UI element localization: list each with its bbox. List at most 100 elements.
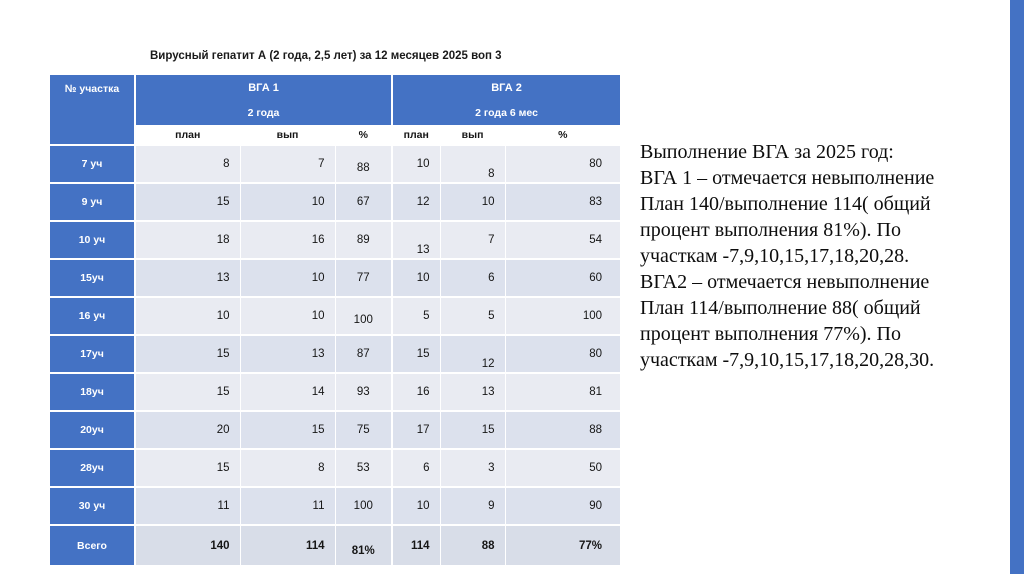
table-row: 10 уч 18 16 89 13 7 54 xyxy=(50,221,621,260)
table-cell: 80 xyxy=(504,335,621,374)
column-header: план xyxy=(391,125,441,146)
annotation-line: ВГА 1 – отмечается невыполнение xyxy=(640,167,935,189)
annotation-text: Выполнение ВГА за 2025 год: ВГА 1 – отмеч… xyxy=(640,139,1020,373)
table-cell: 13 xyxy=(239,335,335,374)
table-cell: 87 xyxy=(334,335,393,374)
table-cell: 15 xyxy=(439,411,506,450)
table-cell: 90 xyxy=(504,487,621,526)
annotation-line: План 114/выполнение 88( общий xyxy=(640,297,921,319)
annotation-line: процент выполнения 77%). По xyxy=(640,323,901,345)
table-cell: 15 xyxy=(134,373,240,412)
table-cell: 114 xyxy=(239,525,335,567)
table-row: 28уч 15 8 53 6 3 50 xyxy=(50,449,621,488)
table-cell: 88 xyxy=(504,411,621,450)
column-header: план xyxy=(134,125,240,146)
annotation-line: План 140/выполнение 114( общий xyxy=(640,193,931,215)
row-label: 7 уч xyxy=(50,145,136,184)
table-cell: 6 xyxy=(439,259,506,298)
table-cell: 9 xyxy=(439,487,506,526)
table-row: 7 уч 8 7 88 10 8 80 xyxy=(50,145,621,184)
table-cell: 17 xyxy=(391,411,441,450)
table-cell: 13 xyxy=(439,373,506,412)
row-label: 10 уч xyxy=(50,221,136,260)
table-cell: 12 xyxy=(391,183,441,222)
table-cell: 13 xyxy=(134,259,240,298)
corner-header: № участка xyxy=(50,75,136,146)
column-header: % xyxy=(504,125,621,146)
row-label: Всего xyxy=(50,525,136,567)
table-cell: 7 xyxy=(239,145,335,184)
row-label: 17уч xyxy=(50,335,136,374)
row-label: 18уч xyxy=(50,373,136,412)
table-cell: 88 xyxy=(334,145,393,184)
table-cell: 10 xyxy=(134,297,240,336)
row-label: 28уч xyxy=(50,449,136,488)
group-subheader-vga1: 2 года xyxy=(133,101,393,125)
table-row: 30 уч 11 11 100 10 9 90 xyxy=(50,487,621,526)
table-cell: 11 xyxy=(239,487,335,526)
table-header: № участка ВГА 1 ВГА 2 2 года 2 года 6 ме… xyxy=(50,75,621,146)
table-cell: 54 xyxy=(504,221,621,260)
right-edge-stripe xyxy=(1010,0,1024,574)
table-cell: 77 xyxy=(334,259,393,298)
table-cell: 14 xyxy=(239,373,335,412)
table-cell: 75 xyxy=(334,411,393,450)
table-body: 7 уч 8 7 88 10 8 80 9 уч 15 10 67 12 10 83 10 уч 18 16 89… xyxy=(50,145,621,567)
table-cell: 13 xyxy=(391,221,441,260)
column-header: вып xyxy=(439,125,506,146)
table-cell: 10 xyxy=(439,183,506,222)
table-cell: 81 xyxy=(504,373,621,412)
table-cell: 8 xyxy=(439,145,506,184)
table-cell: 83 xyxy=(504,183,621,222)
table-row: 17уч 15 13 87 15 12 80 xyxy=(50,335,621,374)
table-cell: 60 xyxy=(504,259,621,298)
annotation-line: участкам -7,9,10,15,17,18,20,28,30. xyxy=(640,349,935,371)
table-cell: 100 xyxy=(334,487,393,526)
table-cell: 7 xyxy=(439,221,506,260)
table-cell: 11 xyxy=(134,487,240,526)
table-cell: 50 xyxy=(504,449,621,488)
table-cell: 10 xyxy=(391,145,441,184)
table-row: 16 уч 10 10 100 5 5 100 xyxy=(50,297,621,336)
table-cell: 16 xyxy=(239,221,335,260)
table-cell: 80 xyxy=(504,145,621,184)
table-row: 15уч 13 10 77 10 6 60 xyxy=(50,259,621,298)
table-cell: 10 xyxy=(391,259,441,298)
vga-table: № участка ВГА 1 ВГА 2 2 года 2 года 6 ме… xyxy=(50,75,621,567)
table-cell: 16 xyxy=(391,373,441,412)
table-cell: 53 xyxy=(334,449,393,488)
table-row: 18уч 15 14 93 16 13 81 xyxy=(50,373,621,412)
group-subheader-vga2: 2 года 6 мес xyxy=(391,101,621,125)
table-row: 20уч 20 15 75 17 15 88 xyxy=(50,411,621,450)
row-label: 15уч xyxy=(50,259,136,298)
slide-title: Вирусный гепатит А (2 года, 2,5 лет) за … xyxy=(150,50,502,62)
table-cell: 93 xyxy=(334,373,393,412)
group-header-vga2: ВГА 2 xyxy=(391,75,621,101)
annotation-line: процент выполнения 81%). По xyxy=(640,219,901,241)
total-row: Всего 140 114 81% 114 88 77% xyxy=(50,525,621,567)
table-cell: 114 xyxy=(391,525,441,567)
table-cell: 18 xyxy=(134,221,240,260)
table-cell: 67 xyxy=(334,183,393,222)
table-cell: 12 xyxy=(439,335,506,374)
table-cell: 10 xyxy=(239,259,335,298)
table-cell: 15 xyxy=(391,335,441,374)
group-header-vga1: ВГА 1 xyxy=(133,75,393,101)
table-row: 9 уч 15 10 67 12 10 83 xyxy=(50,183,621,222)
column-header: вып xyxy=(239,125,335,146)
table-cell: 10 xyxy=(239,183,335,222)
table-cell: 5 xyxy=(439,297,506,336)
table-cell: 20 xyxy=(134,411,240,450)
table-cell: 15 xyxy=(134,183,240,222)
row-label: 16 уч xyxy=(50,297,136,336)
annotation-line: участкам -7,9,10,15,17,18,20,28. xyxy=(640,245,910,267)
table-cell: 6 xyxy=(391,449,441,488)
annotation-line: Выполнение ВГА за 2025 год: xyxy=(640,141,894,163)
row-label: 9 уч xyxy=(50,183,136,222)
table-cell: 15 xyxy=(134,335,240,374)
table-cell: 8 xyxy=(134,145,240,184)
table-cell: 3 xyxy=(439,449,506,488)
table-cell: 140 xyxy=(134,525,240,567)
annotation-line: ВГА2 – отмечается невыполнение xyxy=(640,271,930,293)
